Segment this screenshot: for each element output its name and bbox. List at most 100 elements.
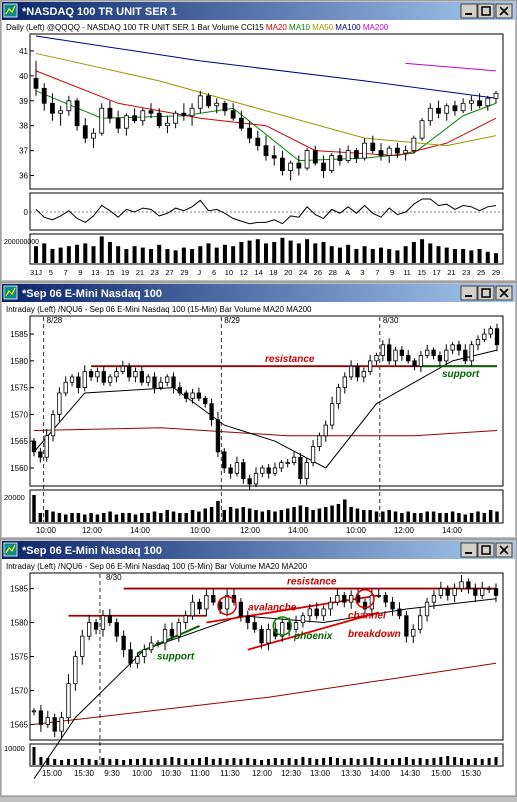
- volume-bar: [142, 758, 146, 765]
- volume-bar: [247, 240, 252, 263]
- volume-bar: [296, 243, 301, 263]
- moving-average-ma200: [33, 427, 498, 437]
- volume-bar: [197, 758, 201, 765]
- volume-bar: [305, 239, 310, 263]
- volume-bar: [425, 511, 429, 522]
- candle-body: [494, 328, 500, 346]
- candle-body: [209, 403, 214, 421]
- candle-body: [247, 127, 252, 139]
- volume-bar: [121, 513, 125, 522]
- candle-body: [473, 588, 478, 596]
- candle-body: [183, 615, 188, 623]
- moving-average-ma200: [405, 62, 497, 72]
- volume-bar: [101, 758, 105, 765]
- volume-pane: [29, 743, 504, 767]
- volume-bar: [173, 250, 178, 263]
- cci-pane: [29, 192, 504, 231]
- candle-body: [485, 97, 491, 107]
- candle-body: [190, 601, 195, 617]
- ma-legend-label: MA200: [361, 23, 389, 32]
- volume-bar: [140, 247, 145, 263]
- candle-body: [107, 376, 113, 383]
- volume-bar: [165, 249, 170, 263]
- volume-bar: [432, 758, 436, 765]
- price-tick-label: 1575: [10, 384, 28, 393]
- volume-bar: [140, 513, 144, 522]
- candle-body: [214, 102, 220, 107]
- volume-bar: [211, 759, 215, 765]
- volume-bar: [418, 758, 422, 765]
- volume-bar: [66, 759, 70, 765]
- close-button[interactable]: [495, 3, 513, 19]
- volume-bar: [177, 758, 181, 765]
- volume-bar: [450, 511, 455, 522]
- annotation-avalanche: avalanche: [248, 603, 297, 614]
- close-button[interactable]: [495, 285, 513, 301]
- volume-bar: [425, 759, 429, 765]
- volume-bar: [82, 514, 87, 522]
- volume-bar: [266, 510, 271, 522]
- chart-info-line: Daily (Left) @QQQQ - NASDAQ 100 TR UNIT …: [6, 23, 389, 32]
- candle-body: [31, 440, 37, 453]
- minimize-button[interactable]: [460, 3, 478, 19]
- volume-bar: [209, 507, 214, 522]
- volume-bar: [116, 246, 121, 263]
- candle-body: [280, 622, 285, 637]
- candle-body: [74, 100, 80, 127]
- maximize-button[interactable]: [477, 285, 495, 301]
- candle-body: [132, 115, 137, 122]
- volume-bar: [387, 510, 391, 522]
- candle-body: [197, 95, 203, 109]
- window-title: *NASDAQ 100 TR UNIT SER 1: [22, 6, 177, 18]
- candle-body: [88, 371, 94, 378]
- volume-bar: [206, 243, 211, 263]
- volume-bar: [391, 759, 395, 765]
- cci-line: [35, 198, 497, 225]
- title-bar[interactable]: [2, 2, 515, 20]
- title-bar[interactable]: [2, 284, 515, 302]
- x-tick-label: 24: [299, 268, 307, 277]
- x-tick-label: 15:00: [42, 769, 63, 778]
- close-button[interactable]: [495, 542, 513, 558]
- volume-bar: [156, 759, 160, 765]
- candle-body: [197, 601, 202, 610]
- candle-body: [146, 376, 151, 383]
- candle-body: [406, 355, 411, 362]
- volume-bar: [184, 759, 188, 765]
- minimize-button[interactable]: [460, 285, 478, 301]
- volume-bar: [44, 510, 49, 522]
- price-tick-label: 1575: [10, 653, 28, 662]
- candle-body: [431, 349, 436, 356]
- candle-body: [314, 608, 319, 617]
- minimize-button[interactable]: [460, 542, 478, 558]
- candle-body: [418, 355, 424, 367]
- x-tick-label: 12:30: [281, 769, 302, 778]
- volume-bar: [480, 759, 484, 765]
- volume-bar: [354, 249, 359, 263]
- volume-bar: [428, 243, 433, 263]
- annotation-channel: channel: [348, 611, 386, 622]
- candle-body: [76, 376, 81, 389]
- volume-bar: [190, 510, 195, 522]
- volume-tick-label: 10000: [4, 744, 25, 753]
- candle-body: [424, 601, 430, 617]
- x-tick-label: 6: [212, 268, 216, 277]
- price-tick-label: 1585: [10, 585, 28, 594]
- volume-bar: [273, 758, 277, 765]
- candle-body: [263, 145, 269, 157]
- volume-bar: [264, 243, 268, 263]
- volume-bar: [75, 244, 80, 263]
- candle-body: [486, 588, 492, 590]
- volume-bar: [403, 246, 408, 263]
- candle-body: [493, 92, 499, 99]
- maximize-button[interactable]: [477, 3, 495, 19]
- candle-body: [181, 112, 187, 117]
- ma-legend-label: MA10: [287, 23, 311, 32]
- candle-body: [329, 403, 335, 426]
- volume-bar: [477, 249, 482, 263]
- volume-bar: [70, 513, 74, 522]
- maximize-button[interactable]: [477, 542, 495, 558]
- volume-bar: [453, 757, 457, 765]
- title-bar[interactable]: [2, 541, 515, 559]
- candle-body: [234, 462, 240, 474]
